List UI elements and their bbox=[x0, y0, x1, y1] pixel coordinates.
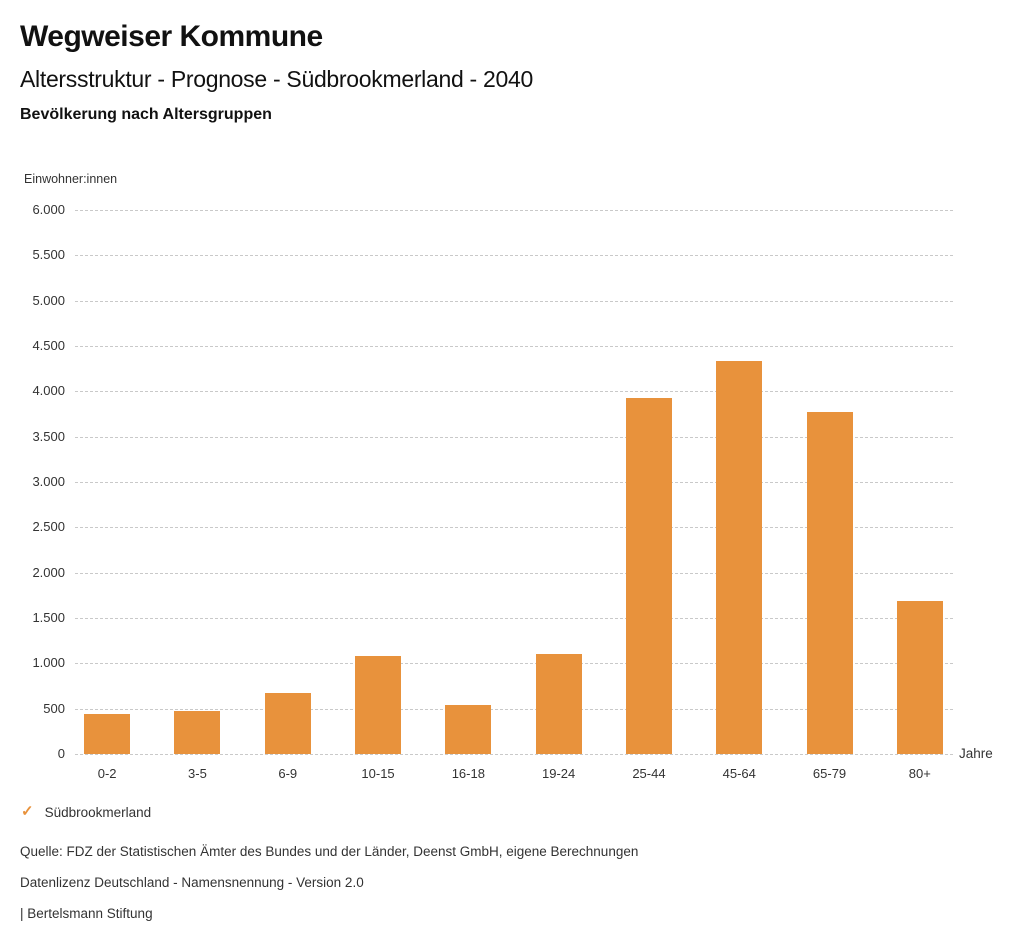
legend-series-label: Südbrookmerland bbox=[44, 804, 152, 820]
y-tick-label-5.500: 5.500 bbox=[32, 247, 65, 263]
footer-publisher: | Bertelsmann Stiftung bbox=[20, 906, 153, 921]
y-tick-label-3.000: 3.000 bbox=[32, 474, 65, 489]
y-tick-label-5.000: 5.000 bbox=[32, 292, 65, 308]
x-tick-label-45-64: 45-64 bbox=[722, 766, 756, 781]
chart-heading: Bevölkerung nach Altersgruppen bbox=[20, 106, 272, 123]
legend-check-icon: ✓ bbox=[21, 803, 34, 820]
x-tick-label-0-2: 0-2 bbox=[97, 766, 117, 781]
gridline-500 bbox=[75, 708, 953, 710]
x-tick-label-6-9: 6-9 bbox=[278, 766, 298, 781]
page-title: Wegweiser Kommune bbox=[20, 20, 323, 53]
bar-0-2[interactable] bbox=[84, 714, 131, 754]
y-tick-label-3.500: 3.500 bbox=[32, 428, 65, 444]
x-axis-unit-label: Jahre bbox=[959, 746, 993, 761]
bar-10-15[interactable] bbox=[355, 656, 402, 754]
gridline-4.000 bbox=[75, 391, 953, 393]
bar-25-44[interactable] bbox=[625, 397, 672, 754]
gridline-1.500 bbox=[75, 618, 953, 619]
bar-16-18[interactable] bbox=[445, 704, 492, 754]
gridline-2.000 bbox=[75, 572, 953, 574]
gridline-1.000 bbox=[75, 663, 953, 665]
gridline-5.000 bbox=[75, 300, 953, 302]
gridline-3.500 bbox=[75, 436, 953, 438]
footer-license: Datenlizenz Deutschland - Namensnennung … bbox=[20, 875, 364, 890]
x-tick-label-10-15: 10-15 bbox=[361, 766, 395, 781]
y-tick-label-1.000: 1.000 bbox=[32, 655, 65, 671]
legend[interactable]: ✓ Südbrookmerland bbox=[21, 804, 151, 820]
y-tick-label-4.000: 4.000 bbox=[32, 383, 65, 399]
gridline-2.500 bbox=[75, 527, 953, 529]
bar-6-9[interactable] bbox=[264, 693, 311, 754]
footer-source: Quelle: FDZ der Statistischen Ämter des … bbox=[20, 844, 639, 859]
x-tick-label-25-44: 25-44 bbox=[632, 766, 666, 781]
gridline-0 bbox=[75, 754, 953, 755]
x-tick-label-3-5: 3-5 bbox=[188, 766, 207, 781]
x-tick-label-65-79: 65-79 bbox=[812, 766, 847, 781]
y-tick-label-500: 500 bbox=[43, 700, 65, 716]
bar-80+[interactable] bbox=[896, 600, 943, 754]
page-subtitle: Altersstruktur - Prognose - Südbrookmerl… bbox=[20, 66, 533, 92]
bar-45-64[interactable] bbox=[716, 361, 763, 754]
x-tick-label-80+: 80+ bbox=[908, 766, 931, 781]
y-tick-label-6.000: 6.000 bbox=[32, 202, 65, 217]
gridline-6.000 bbox=[75, 210, 953, 211]
y-axis-unit-label: Einwohner:innen bbox=[24, 172, 118, 186]
y-tick-label-0: 0 bbox=[57, 746, 65, 761]
bar-19-24[interactable] bbox=[535, 654, 582, 754]
gridline-4.500 bbox=[75, 346, 953, 347]
bar-65-79[interactable] bbox=[806, 411, 853, 754]
y-tick-label-4.500: 4.500 bbox=[32, 338, 65, 353]
gridline-3.000 bbox=[75, 482, 953, 483]
x-tick-label-19-24: 19-24 bbox=[542, 766, 576, 781]
y-tick-label-2.000: 2.000 bbox=[32, 564, 65, 580]
y-tick-label-2.500: 2.500 bbox=[32, 519, 65, 535]
x-tick-label-16-18: 16-18 bbox=[451, 766, 485, 781]
y-tick-label-1.500: 1.500 bbox=[32, 610, 65, 625]
bar-3-5[interactable] bbox=[174, 711, 221, 754]
gridline-5.500 bbox=[75, 255, 953, 257]
